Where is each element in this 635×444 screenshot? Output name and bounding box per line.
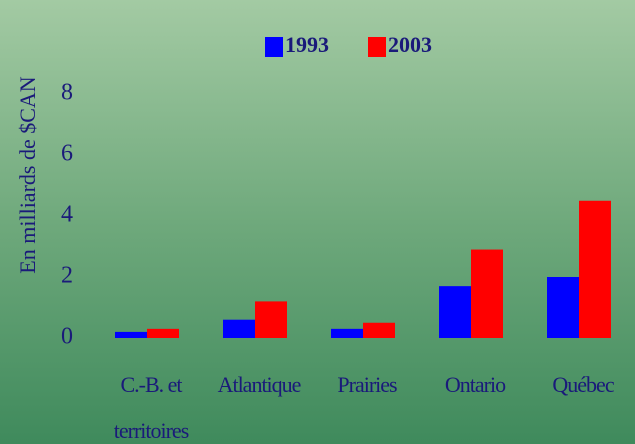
legend-swatch [368, 37, 386, 57]
bar [363, 322, 395, 338]
y-tick-label: 4 [61, 202, 73, 228]
legend-swatch [265, 37, 283, 57]
legend-label: 1993 [285, 32, 329, 57]
x-tick-label: C.-B. et territoires [113, 372, 190, 443]
bar [331, 328, 363, 338]
legend-label: 2003 [388, 32, 432, 57]
bar [115, 331, 147, 338]
bar [439, 286, 471, 338]
y-axis-label: En milliards de $CAN [15, 76, 40, 273]
bar [147, 328, 179, 338]
bar [223, 319, 255, 338]
x-tick-label: Prairies [337, 372, 397, 397]
y-tick-label: 0 [61, 324, 73, 350]
bar [579, 200, 611, 338]
x-tick-label: Atlantique [217, 372, 302, 397]
x-tick-label: Ontario [444, 372, 506, 397]
x-tick-label: Québec [552, 372, 614, 397]
bar [255, 301, 287, 338]
y-tick-label: 6 [61, 141, 73, 167]
y-tick-label: 8 [61, 80, 73, 106]
y-tick-label: 2 [61, 263, 73, 289]
bar [471, 249, 503, 338]
bar [547, 277, 579, 338]
